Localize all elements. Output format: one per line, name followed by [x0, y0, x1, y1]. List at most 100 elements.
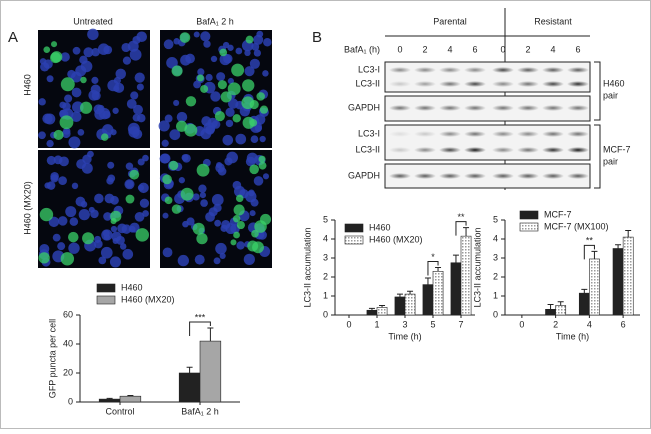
- nucleus: [38, 98, 46, 106]
- nucleus: [134, 211, 145, 222]
- nucleus: [173, 38, 180, 45]
- nucleus: [200, 128, 212, 140]
- nucleus: [129, 48, 142, 61]
- bar: [589, 258, 600, 316]
- nucleus: [225, 107, 235, 117]
- error-bar: [379, 305, 386, 308]
- nucleus: [262, 70, 269, 77]
- nucleus: [46, 181, 56, 190]
- legend-label: MCF-7: [544, 209, 572, 219]
- significance-bracket: [189, 321, 211, 337]
- gfp-cell: [184, 123, 198, 137]
- nucleus: [193, 80, 201, 89]
- nucleus: [194, 254, 205, 265]
- nucleus: [64, 94, 73, 103]
- blot-frame: [384, 61, 591, 93]
- nucleus: [227, 77, 234, 85]
- error-bar: [368, 307, 375, 311]
- nucleus: [113, 85, 120, 92]
- nucleus: [211, 193, 224, 206]
- band: [517, 105, 539, 111]
- lane-label: 2: [422, 44, 427, 54]
- band: [517, 131, 539, 137]
- legend-swatch: [344, 235, 364, 245]
- nucleus: [213, 257, 221, 265]
- row-label: H460: [22, 74, 32, 96]
- nucleus: [87, 28, 99, 41]
- band: [439, 81, 461, 87]
- error-bar: [625, 229, 632, 238]
- nucleus: [134, 72, 145, 83]
- nucleus: [71, 87, 82, 98]
- nucleus: [244, 66, 255, 77]
- legend-label: H460: [369, 222, 391, 232]
- gfp-cell: [196, 163, 210, 177]
- nucleus: [48, 216, 60, 228]
- blot-label: LC3-II: [355, 78, 380, 88]
- gfp-cell: [43, 46, 51, 54]
- y-tick-label: 0: [68, 396, 73, 406]
- nucleus: [63, 127, 71, 135]
- bar: [98, 398, 121, 403]
- gfp-cell: [231, 63, 245, 77]
- gfp-cell: [235, 194, 244, 203]
- band: [492, 67, 514, 73]
- gfp-cell: [180, 187, 194, 201]
- band: [517, 147, 539, 153]
- bar: [578, 292, 590, 316]
- nucleus: [248, 189, 255, 197]
- nucleus: [65, 206, 77, 218]
- nucleus: [163, 39, 174, 50]
- nucleus: [136, 113, 146, 123]
- nucleus: [72, 46, 81, 55]
- nucleus: [100, 246, 113, 259]
- nucleus: [78, 208, 90, 221]
- gfp-cell: [53, 129, 64, 140]
- significance-bracket: [427, 261, 439, 276]
- nucleus: [97, 43, 110, 55]
- band: [464, 147, 486, 153]
- y-tick-label: 0: [493, 309, 498, 319]
- nucleus: [71, 182, 79, 190]
- y-tick-label: 2: [323, 271, 328, 281]
- x-tick-label: 7: [458, 319, 463, 329]
- gfp-cell: [100, 133, 109, 141]
- band: [542, 81, 564, 87]
- nucleus: [111, 231, 122, 242]
- gfp-cell: [232, 215, 241, 223]
- gfp-cell: [162, 174, 172, 185]
- nucleus: [222, 134, 234, 146]
- significance-label: *: [431, 252, 435, 262]
- nucleus: [44, 113, 56, 125]
- band: [414, 131, 436, 137]
- gfp-cell: [249, 164, 259, 175]
- y-tick-label: 1: [493, 290, 498, 300]
- gfp-cell: [39, 207, 54, 222]
- nucleus: [87, 150, 94, 158]
- nucleus: [68, 136, 81, 149]
- band: [492, 81, 514, 87]
- band: [414, 81, 436, 87]
- gfp-cell: [171, 65, 183, 77]
- gfp-cell: [249, 119, 258, 127]
- band: [492, 131, 514, 137]
- lane-label: 4: [550, 44, 555, 54]
- bar: [612, 248, 624, 316]
- gfp-cell: [80, 101, 93, 114]
- bar: [432, 270, 444, 316]
- gfp-cell: [60, 77, 75, 92]
- nucleus: [173, 99, 180, 106]
- x-tick-label: 1: [374, 319, 379, 329]
- significance-label: **: [457, 212, 465, 222]
- column-label: BafA₁ 2 h: [196, 16, 234, 26]
- gfp-cell: [196, 74, 204, 82]
- y-tick-label: 4: [323, 233, 328, 243]
- nucleus: [126, 98, 137, 109]
- band: [542, 131, 564, 137]
- x-axis-title: Time (h): [388, 331, 421, 341]
- legend-label: H460 (MX20): [121, 294, 175, 304]
- pair-label: pair: [603, 156, 618, 166]
- lane-label: 2: [525, 44, 530, 54]
- gfp-cell: [135, 228, 150, 242]
- gfp-cell: [259, 105, 269, 114]
